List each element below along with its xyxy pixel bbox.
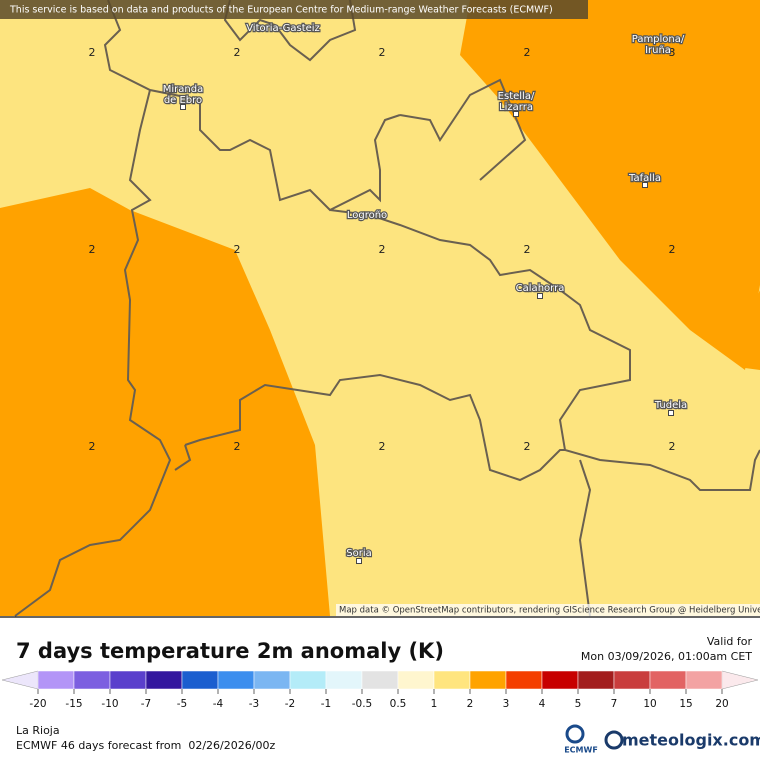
colorbar-label: -5 [177,698,187,710]
city-label: Vitoria-Gasteiz [246,23,320,34]
colorbar-box [541,670,579,690]
colorbar-box [433,670,471,690]
colorbar-label: 3 [503,698,510,710]
colorbar-box [253,670,291,690]
map: This service is based on data and produc… [0,0,760,617]
brand-icon [604,730,624,750]
credit-bg [336,604,760,616]
colorbar-label: 4 [539,698,546,710]
colorbar-box [361,670,399,690]
grid-value: 2 [379,243,386,256]
colorbar-label: -4 [213,698,224,710]
legend-title: 7 days temperature 2m anomaly (K) [16,639,444,663]
grid-value: 2 [524,243,531,256]
city-label: Calahorra [516,283,565,294]
valid-label: Valid for [707,635,753,648]
colorbar-box [505,670,543,690]
city-marker [356,558,362,564]
colorbar-box [73,670,111,690]
colorbar-label: -7 [141,698,151,710]
colorbar-box [613,670,651,690]
region: La Rioja [16,724,60,737]
colorbar-box [577,670,615,690]
grid-value: 3 [669,46,676,59]
forecast-info: ECMWF 46 days forecast from 02/26/2026/0… [16,739,275,752]
anomaly-region [0,188,330,616]
grid-value: 2 [89,243,96,256]
city-marker [642,182,648,188]
colorbar-label: -10 [101,698,118,710]
colorbar-box [325,670,363,690]
city-label: Logroño [347,210,387,221]
colorbar-label: 10 [643,698,656,710]
colorbar-box [37,670,75,690]
anomaly-region [460,0,760,370]
grid-value: 2 [379,440,386,453]
valid-time: Mon 03/09/2026, 01:00am CET [581,650,752,663]
colorbar-label: -3 [249,698,259,710]
anomaly-region [742,290,760,370]
ecmwf-logo: ECMWF [564,724,598,755]
city-label: Tudela [654,400,687,411]
city-label: Tafalla [628,173,661,184]
ecmwf-text: ECMWF [564,746,598,755]
city-marker [537,293,543,299]
city-label: Soria [346,548,371,559]
colorbar-label: 1 [431,698,438,710]
colorbar-label: -20 [29,698,46,710]
colorbar-box [217,670,255,690]
attribution-bar [0,0,588,19]
map-credit: Map data © OpenStreetMap contributors, r… [339,606,760,616]
colorbar-arrow [1,670,39,690]
colorbar-label: 7 [611,698,618,710]
grid-value: 2 [234,440,241,453]
city-marker [513,111,519,117]
city-label: Pamplona/Iruña [632,34,685,56]
colorbar-label: 20 [715,698,728,710]
colorbar-box [649,670,687,690]
colorbar-label: -0.5 [352,698,373,710]
borders [14,0,760,617]
city-marker [180,104,186,110]
colorbar-label: 5 [575,698,582,710]
colorbar-box [685,670,723,690]
colorbar-label: -2 [285,698,295,710]
colorbar: -20 -15 -10 -7 -5 -4 -3 -2 -1 -0.5 0.5 1 2 3 4 5 7 10 15 20 [1,670,759,710]
colorbar-box [109,670,147,690]
colorbar-arrow [721,670,759,690]
colorbar-box [289,670,327,690]
grid-value: 2 [379,46,386,59]
colorbar-label: -1 [321,698,331,710]
colorbar-box [469,670,507,690]
colorbar-label: 15 [679,698,692,710]
grid-value: 2 [234,46,241,59]
logo-icon [565,724,585,744]
city-label: Estella/Lizarra [498,91,535,113]
attribution: This service is based on data and produc… [9,5,553,16]
colorbar-label: -15 [65,698,82,710]
grid-value: 2 [234,243,241,256]
colorbar-box [181,670,219,690]
grid-value: 2 [669,243,676,256]
colorbar-box [145,670,183,690]
grid-value: 2 [524,46,531,59]
grid-value: 2 [524,440,531,453]
colorbar-label: 0.5 [390,698,407,710]
city-marker [668,410,674,416]
grid-value: 2 [669,440,676,453]
brand: meteologix.com [622,731,760,750]
colorbar-box [397,670,435,690]
colorbar-label: 2 [467,698,474,710]
grid-value: 2 [89,440,96,453]
city-label: Miranda de Ebro [163,84,203,106]
grid-value: 2 [89,46,96,59]
